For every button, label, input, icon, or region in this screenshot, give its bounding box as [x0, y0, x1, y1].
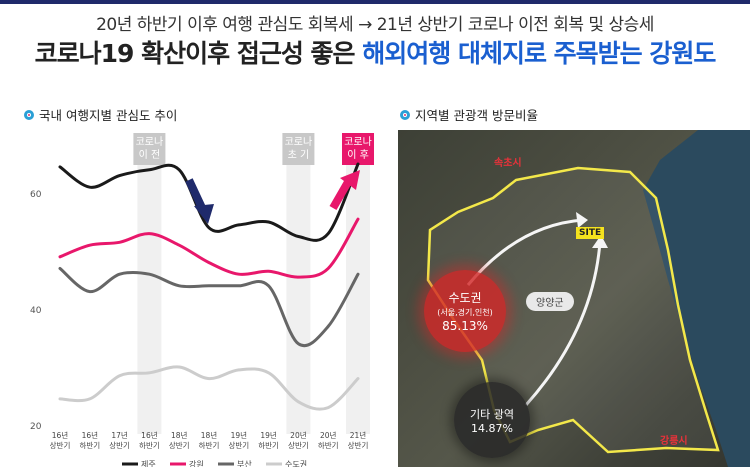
highlight-label: 이 전 [139, 149, 161, 161]
other-share-bubble: 기타 광역 14.87% [454, 382, 530, 458]
metro-share-bubble: 수도권 (서울,경기,인천) 85.13% [424, 270, 506, 352]
site-marker: SITE [576, 227, 605, 239]
city-label-gangneung: 강릉시 [660, 436, 688, 447]
x-tick-label: 17년 [111, 430, 128, 440]
right-panel-label: 지역별 관광객 방문비율 [400, 105, 538, 124]
series-line-제주 [58, 162, 360, 242]
x-tick-label: 하반기 [258, 440, 279, 450]
city-label-sokcho: 속초시 [494, 158, 522, 169]
y-tick-label: 40 [30, 306, 42, 316]
highlight-label: 코로나 [344, 136, 372, 148]
x-tick-label: 상반기 [50, 440, 71, 450]
up-trend-arrowhead-icon [340, 170, 360, 190]
x-tick-label: 하반기 [79, 440, 100, 450]
headline-dark: 코로나19 확산이후 접근성 좋은 [34, 39, 363, 68]
x-tick-label: 18년 [171, 430, 188, 440]
metro-pct: 85.13% [442, 319, 488, 333]
flow-arrow-other [524, 241, 602, 406]
headline: 코로나19 확산이후 접근성 좋은 해외여행 대체지로 주목받는 강원도 [0, 34, 750, 70]
x-tick-label: 상반기 [109, 440, 130, 450]
x-tick-label: 18년 [201, 430, 218, 440]
x-tick-label: 상반기 [348, 440, 369, 450]
subtitle: 20년 하반기 이후 여행 관심도 회복세 → 21년 상반기 코로나 이전 회… [96, 15, 654, 35]
highlight-label-box [133, 133, 166, 165]
headline-blue: 해외여행 대체지로 주목받는 강원도 [362, 39, 716, 68]
region-map: 속초시 강릉시 SITE 양양군 수도권 (서울,경기,인천) 85.13% 기… [398, 130, 750, 467]
legend-label: 수도권 [285, 459, 307, 467]
x-tick-label: 20년 [320, 430, 337, 440]
county-boundary [426, 166, 720, 454]
flow-arrowhead-other [592, 235, 608, 248]
x-tick-label: 16년 [141, 430, 158, 440]
highlight-label: 이 후 [347, 149, 369, 161]
metro-sub: (서울,경기,인천) [437, 308, 493, 317]
top-accent-bar [0, 0, 750, 4]
location-pin-icon [400, 109, 410, 120]
down-trend-arrow-icon [185, 178, 207, 212]
x-tick-label: 상반기 [288, 440, 309, 450]
x-tick-label: 19년 [260, 430, 277, 440]
sea-area [643, 130, 750, 467]
x-tick-label: 21년 [350, 430, 367, 440]
down-trend-arrowhead-icon [194, 204, 214, 224]
flow-arrowhead-metro [576, 212, 588, 228]
y-tick-label: 60 [30, 190, 42, 200]
right-panel-label-text: 지역별 관광객 방문비율 [415, 108, 538, 123]
legend-label: 부산 [237, 459, 252, 467]
highlight-label: 코로나 [285, 136, 313, 148]
series-line-수도권 [58, 365, 360, 411]
highlight-label-box [282, 133, 315, 165]
series-line-부산 [58, 266, 360, 348]
legend-label: 제주 [141, 460, 156, 467]
x-tick-label: 20년 [290, 430, 307, 440]
left-panel-label: 국내 여행지별 관심도 추이 [24, 105, 177, 124]
series-line-강원 [58, 217, 360, 279]
y-tick-label: 20 [30, 422, 42, 432]
highlight-label-box [342, 133, 374, 165]
highlight-label: 초 기 [288, 149, 310, 161]
metro-name: 수도권 [448, 291, 482, 305]
legend-label: 강원 [189, 459, 204, 467]
county-label: 양양군 [526, 292, 574, 311]
other-name: 기타 광역 [470, 407, 514, 421]
x-tick-label: 16년 [82, 430, 99, 440]
highlight-band [137, 142, 162, 434]
x-tick-label: 19년 [231, 430, 248, 440]
x-tick-label: 하반기 [318, 440, 339, 450]
highlight-band [286, 142, 311, 434]
x-tick-label: 상반기 [169, 440, 190, 450]
x-tick-label: 하반기 [139, 440, 160, 450]
other-pct: 14.87% [471, 421, 513, 435]
up-trend-arrow-icon [329, 180, 352, 210]
location-pin-icon [24, 109, 34, 120]
left-panel-label-text: 국내 여행지별 관심도 추이 [39, 108, 178, 123]
x-tick-label: 상반기 [228, 440, 249, 450]
map-overlay [426, 130, 750, 467]
highlight-label: 코로나 [136, 136, 164, 148]
x-tick-label: 하반기 [199, 440, 220, 450]
x-tick-label: 16년 [52, 430, 69, 440]
